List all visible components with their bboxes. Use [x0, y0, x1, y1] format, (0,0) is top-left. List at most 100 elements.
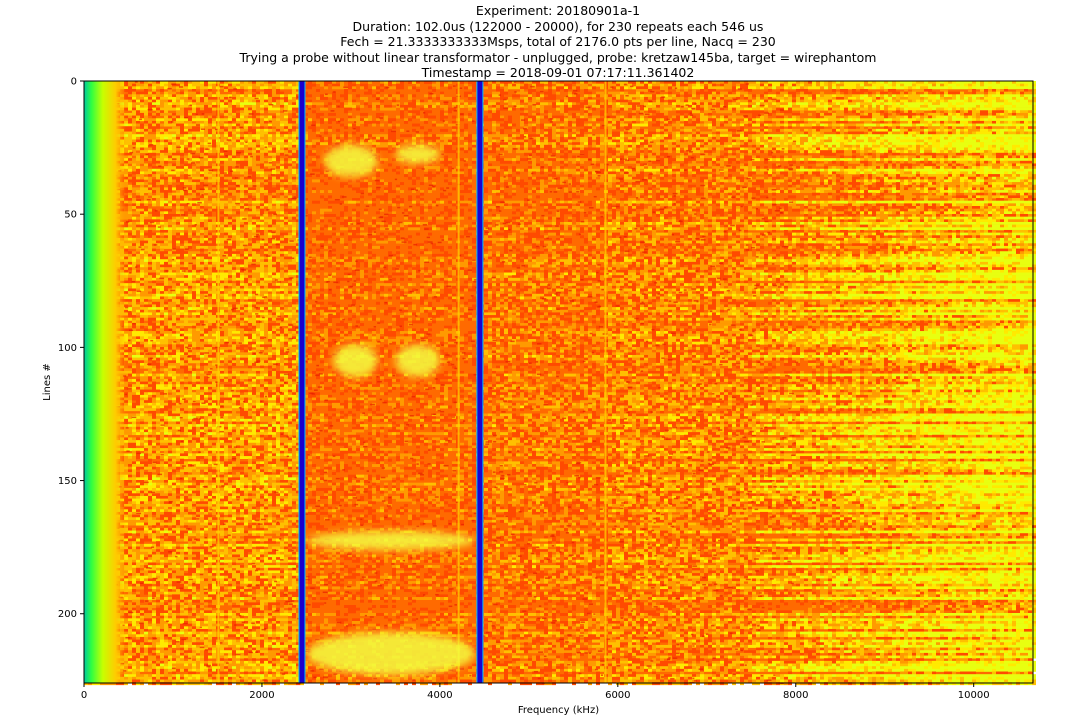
heatmap-cell	[172, 261, 176, 265]
heatmap-cell	[128, 416, 132, 420]
heatmap-cell	[148, 256, 152, 260]
heatmap-cell	[140, 636, 144, 640]
heatmap-cell	[132, 626, 136, 630]
heatmap-cell	[176, 102, 180, 106]
heatmap-cell	[172, 597, 176, 600]
heatmap-cell	[132, 424, 136, 428]
heatmap-cell	[152, 365, 156, 369]
heatmap-cell	[132, 96, 136, 100]
heatmap-cell	[160, 615, 164, 619]
heatmap-cell	[144, 434, 148, 438]
heatmap-cell	[140, 301, 144, 305]
heatmap-cell	[128, 546, 132, 550]
heatmap-cell	[160, 307, 164, 311]
heatmap-cell	[168, 333, 172, 337]
heatmap-cell	[176, 365, 180, 369]
heatmap-cell	[148, 354, 152, 358]
heatmap-cell	[148, 251, 152, 255]
heatmap-cell	[140, 251, 144, 255]
heatmap-cell	[140, 429, 144, 433]
heatmap-cell	[172, 378, 176, 382]
heatmap-cell	[156, 362, 160, 366]
heatmap-cell	[164, 251, 168, 255]
heatmap-cell	[160, 320, 164, 324]
heatmap-cell	[132, 86, 136, 90]
heatmap-cell	[144, 328, 148, 332]
heatmap-cell	[156, 490, 160, 494]
heatmap-cell	[160, 405, 164, 409]
heatmap-cell	[144, 655, 148, 659]
heatmap-cell	[172, 81, 176, 84]
heatmap-cell	[160, 655, 164, 659]
heatmap-cell	[144, 86, 148, 90]
heatmap-cell	[128, 227, 132, 231]
heatmap-cell	[132, 347, 136, 350]
heatmap-cell	[156, 354, 160, 358]
heatmap-cell	[172, 538, 176, 542]
heatmap-cell	[168, 323, 172, 327]
heatmap-cell	[176, 184, 180, 188]
heatmap-cell	[168, 620, 172, 624]
heatmap-cell	[164, 211, 168, 215]
heatmap-cell	[144, 565, 148, 569]
heatmap-cell	[156, 378, 160, 382]
heatmap-cell	[148, 370, 152, 374]
heatmap-cell	[168, 493, 172, 497]
heatmap-cell	[152, 613, 156, 616]
heatmap-cell	[144, 147, 148, 151]
heatmap-cell	[140, 578, 144, 582]
heatmap-cell	[156, 527, 160, 531]
heatmap-cell	[148, 269, 152, 273]
heatmap-cell	[136, 416, 140, 420]
heatmap-cell	[140, 200, 144, 204]
heatmap-cell	[128, 413, 132, 417]
heatmap-cell	[128, 195, 132, 199]
heatmap-cell	[148, 487, 152, 491]
heatmap-cell	[164, 567, 168, 571]
heatmap-cell	[164, 166, 168, 170]
heatmap-cell	[160, 325, 164, 329]
heatmap-cell	[140, 99, 144, 103]
heatmap-cell	[144, 245, 148, 249]
heatmap-cell	[140, 107, 144, 111]
heatmap-cell	[144, 605, 148, 608]
heatmap-cell	[152, 618, 156, 622]
heatmap-cell	[160, 203, 164, 207]
heatmap-cell	[136, 187, 140, 191]
heatmap-cell	[164, 86, 168, 90]
heatmap-cell	[136, 299, 140, 303]
heatmap-cell	[152, 331, 156, 334]
heatmap-cell	[160, 421, 164, 425]
heatmap-cell	[132, 466, 136, 470]
heatmap-cell	[152, 386, 156, 390]
heatmap-cell	[128, 259, 132, 263]
heatmap-cell	[128, 288, 132, 292]
heatmap-cell	[156, 163, 160, 167]
heatmap-cell	[176, 466, 180, 470]
heatmap-cell	[156, 610, 160, 614]
heatmap-cell	[164, 618, 168, 622]
heatmap-cell	[156, 131, 160, 135]
heatmap-cell	[152, 453, 156, 457]
heatmap-cell	[140, 538, 144, 542]
heatmap-cell	[176, 357, 180, 361]
heatmap-cell	[148, 445, 152, 449]
heatmap-cell	[132, 115, 136, 119]
heatmap-cell	[144, 299, 148, 303]
heatmap-cell	[140, 639, 144, 643]
heatmap-cell	[168, 251, 172, 255]
heatmap-cell	[168, 682, 172, 686]
heatmap-cell	[176, 304, 180, 308]
heatmap-cell	[160, 166, 164, 170]
heatmap-cell	[164, 432, 168, 436]
heatmap-cell	[160, 299, 164, 303]
heatmap-cell	[152, 134, 156, 138]
heatmap-cell	[152, 620, 156, 624]
heatmap-cell	[164, 102, 168, 106]
heatmap-cell	[132, 429, 136, 433]
heatmap-cell	[156, 613, 160, 616]
heatmap-cell	[128, 578, 132, 582]
heatmap-cell	[128, 301, 132, 305]
heatmap-cell	[132, 147, 136, 151]
heatmap-cell	[172, 293, 176, 297]
